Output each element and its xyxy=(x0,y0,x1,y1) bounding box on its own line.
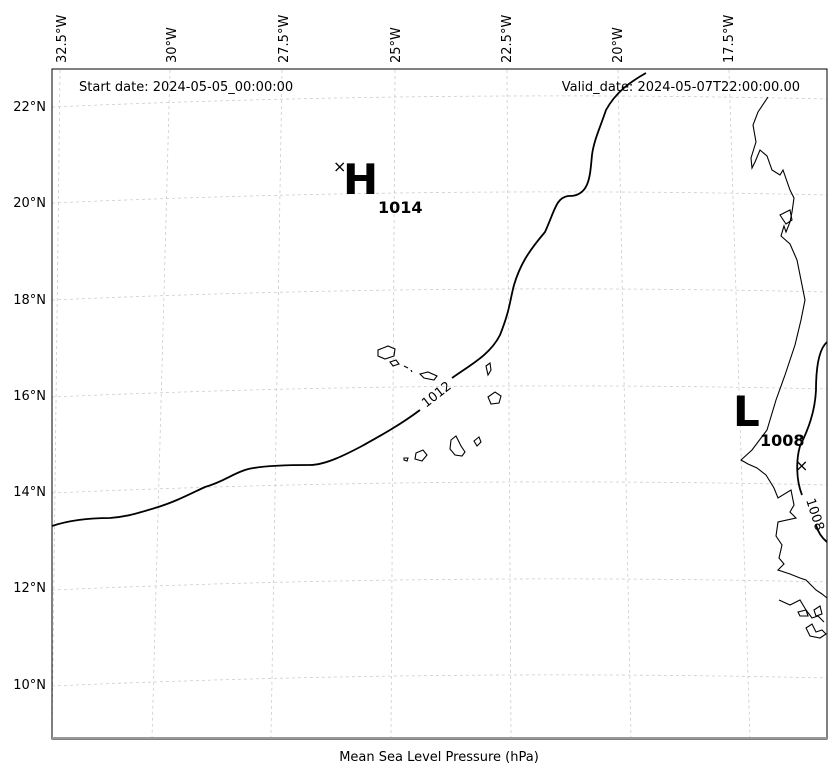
lat-tick-label: 20°N xyxy=(13,196,46,211)
lon-tick-label: 30°W xyxy=(165,27,180,63)
start-date-label: Start date: 2024-05-05_00:00:00 xyxy=(79,80,293,95)
longitude-tick-labels: 32.5°W 30°W 27.5°W 25°W 22.5°W 20°W 17.5… xyxy=(55,15,737,63)
lon-tick-label: 20°W xyxy=(611,27,626,63)
cape-verde-islands xyxy=(377,345,502,462)
lat-tick-label: 14°N xyxy=(13,485,46,500)
high-pressure-symbol: H xyxy=(343,155,378,204)
contour-label-1012: 1012 xyxy=(419,379,454,411)
low-pressure-center-marker: × xyxy=(795,456,808,475)
contour-line-1008 xyxy=(796,341,828,543)
lon-tick-label: 32.5°W xyxy=(55,15,70,63)
latitude-tick-labels: 22°N 20°N 18°N 16°N 14°N 12°N 10°N xyxy=(13,100,46,693)
meridian-gridlines xyxy=(51,69,751,739)
lon-tick-label: 27.5°W xyxy=(277,15,292,63)
valid-date-label: Valid_date: 2024-05-07T22:00:00.00 xyxy=(562,80,800,95)
lon-tick-label: 25°W xyxy=(389,27,404,63)
lon-tick-label: 22.5°W xyxy=(500,15,515,63)
lon-tick-label: 17.5°W xyxy=(722,15,737,63)
contour-line-1012 xyxy=(51,72,647,527)
african-coastline xyxy=(740,96,828,639)
lat-tick-label: 18°N xyxy=(13,293,46,308)
contour-label-1008: 1008 xyxy=(802,497,826,533)
parallel-gridlines xyxy=(51,95,828,687)
map-frame xyxy=(51,68,828,740)
high-pressure-value: 1014 xyxy=(378,198,423,217)
lat-tick-label: 16°N xyxy=(13,389,46,404)
low-pressure-symbol: L xyxy=(733,387,760,436)
high-pressure-center-marker: × xyxy=(333,157,346,176)
lat-tick-label: 10°N xyxy=(13,678,46,693)
lat-tick-label: 12°N xyxy=(13,581,46,596)
low-pressure-value: 1008 xyxy=(760,431,805,450)
lat-tick-label: 22°N xyxy=(13,100,46,115)
x-axis-label: Mean Sea Level Pressure (hPa) xyxy=(339,750,539,765)
